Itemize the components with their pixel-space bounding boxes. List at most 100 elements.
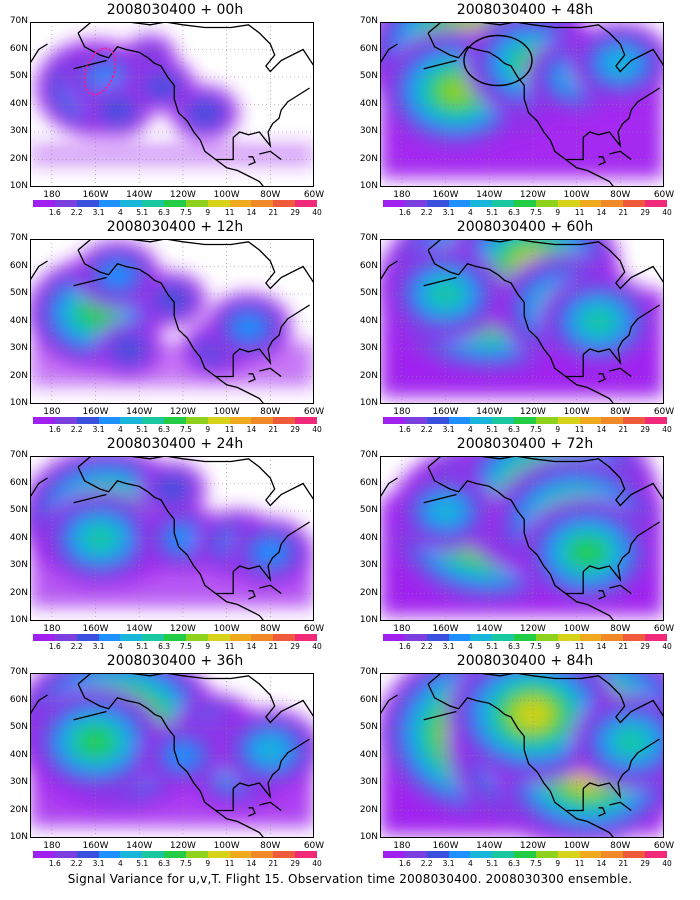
colorbar-label: 1.6	[398, 859, 411, 868]
colorbar-label: 9	[555, 425, 561, 434]
coastline	[73, 59, 107, 70]
colorbar-swatch	[470, 417, 493, 424]
colorbar-swatch	[185, 851, 209, 858]
colorbar-swatch	[251, 851, 274, 858]
colorbar-label: 11	[224, 642, 235, 651]
plot-border	[380, 239, 664, 404]
colorbar-label: 1.6	[398, 642, 411, 651]
coastline	[598, 156, 606, 166]
coastline	[30, 43, 48, 64]
panel-title: 2008030400 + 48h	[456, 2, 594, 18]
colorbar-label: 14	[596, 859, 607, 868]
colorbar-swatch	[273, 851, 296, 858]
colorbar-label: 11	[224, 208, 235, 217]
colorbar-label: 5.1	[136, 425, 149, 434]
colorbar-swatch	[251, 200, 274, 207]
coastline	[215, 788, 234, 812]
colorbar-label: 6.3	[158, 859, 171, 868]
coastline	[215, 354, 234, 378]
y-tick-label: 60N	[9, 260, 28, 271]
colorbar-label: 1.6	[398, 208, 411, 217]
colorbar-swatch	[273, 200, 296, 207]
colorbar: 1.6 2.2 3.1 4 5.1 6.3 7.5 9 11 14 21 29 40	[33, 417, 322, 434]
x-tick-label: 60W	[653, 624, 675, 634]
coastline	[248, 807, 256, 817]
colorbar-label: 40	[662, 859, 672, 868]
coastline	[77, 249, 265, 404]
colorbar-label: 40	[312, 642, 322, 651]
colorbar-label: 5.1	[486, 208, 499, 217]
y-tick-label: 10N	[359, 181, 378, 191]
colorbar-swatch	[645, 851, 668, 858]
colorbar-label: 1.6	[48, 208, 61, 217]
colorbar-swatch	[492, 634, 515, 641]
variance-contour	[516, 701, 550, 728]
colorbar-label: 6.3	[508, 425, 521, 434]
coastline	[427, 466, 615, 621]
panel-title: 2008030400 + 84h	[456, 653, 594, 669]
colorbar-swatch	[120, 200, 143, 207]
colorbar: 1.6 2.2 3.1 4 5.1 6.3 7.5 9 11 14 21 29 40	[383, 851, 672, 868]
colorbar-swatch	[448, 200, 471, 207]
colorbar-swatch	[645, 200, 668, 207]
x-tick-label: 120W	[169, 407, 196, 417]
x-tick-label: 80W	[260, 407, 281, 417]
variance-contour	[188, 99, 222, 126]
colorbar-label: 11	[224, 425, 235, 434]
colorbar-label: 6.3	[508, 642, 521, 651]
y-tick-label: 50N	[359, 505, 378, 515]
map-plot	[380, 22, 664, 187]
colorbar-swatch	[76, 851, 100, 858]
variance-contour	[582, 308, 615, 335]
coastline	[30, 477, 48, 498]
colorbar-swatch	[383, 417, 406, 424]
coastline	[30, 694, 48, 715]
y-tick-label: 20N	[359, 804, 378, 815]
colorbar-swatch	[470, 200, 493, 207]
colorbar-label: 2.2	[420, 859, 433, 868]
y-tick-label: 20N	[359, 370, 378, 381]
colorbar-swatch	[579, 417, 602, 424]
y-tick-label: 50N	[9, 71, 28, 81]
colorbar-swatch	[535, 200, 559, 207]
colorbar-swatch	[33, 851, 56, 858]
colorbar-swatch	[33, 200, 56, 207]
y-tick-label: 30N	[9, 343, 28, 353]
colorbar-label: 9	[555, 208, 561, 217]
y-tick-label: 70N	[359, 233, 378, 243]
colorbar-swatch	[98, 417, 121, 424]
x-tick-label: 160W	[82, 841, 109, 851]
colorbar-swatch	[557, 417, 581, 424]
colorbar-label: 40	[312, 859, 322, 868]
colorbar-swatch	[273, 417, 296, 424]
colorbar-label: 3.1	[442, 208, 455, 217]
colorbar-label: 5.1	[486, 425, 499, 434]
x-tick-label: 180	[43, 841, 61, 851]
colorbar: 1.6 2.2 3.1 4 5.1 6.3 7.5 9 11 14 21 29 40	[33, 634, 322, 651]
coastline	[259, 150, 282, 161]
variance-contour	[133, 42, 167, 68]
colorbar-swatch	[557, 200, 581, 207]
y-tick-label: 30N	[359, 343, 378, 353]
x-tick-label: 160W	[82, 624, 109, 634]
colorbar-swatch	[54, 634, 78, 641]
x-tick-label: 60W	[303, 624, 325, 634]
variance-field	[30, 240, 314, 387]
colorbar-swatch	[164, 200, 187, 207]
colorbar-label: 5.1	[486, 859, 499, 868]
colorbar-swatch	[164, 634, 187, 641]
coastline	[215, 137, 234, 161]
colorbar-label: 9	[205, 642, 211, 651]
coastline	[565, 137, 584, 161]
y-tick-label: 10N	[359, 398, 378, 408]
colorbar-swatch	[185, 634, 209, 641]
y-tick-label: 50N	[9, 505, 28, 515]
colorbar-swatch	[164, 851, 187, 858]
colorbar-label: 21	[268, 859, 279, 868]
y-tick-label: 50N	[359, 722, 378, 732]
y-tick-label: 10N	[9, 615, 28, 625]
x-tick-label: 180	[393, 624, 411, 634]
colorbar-swatch	[579, 634, 602, 641]
coastline	[427, 32, 615, 187]
